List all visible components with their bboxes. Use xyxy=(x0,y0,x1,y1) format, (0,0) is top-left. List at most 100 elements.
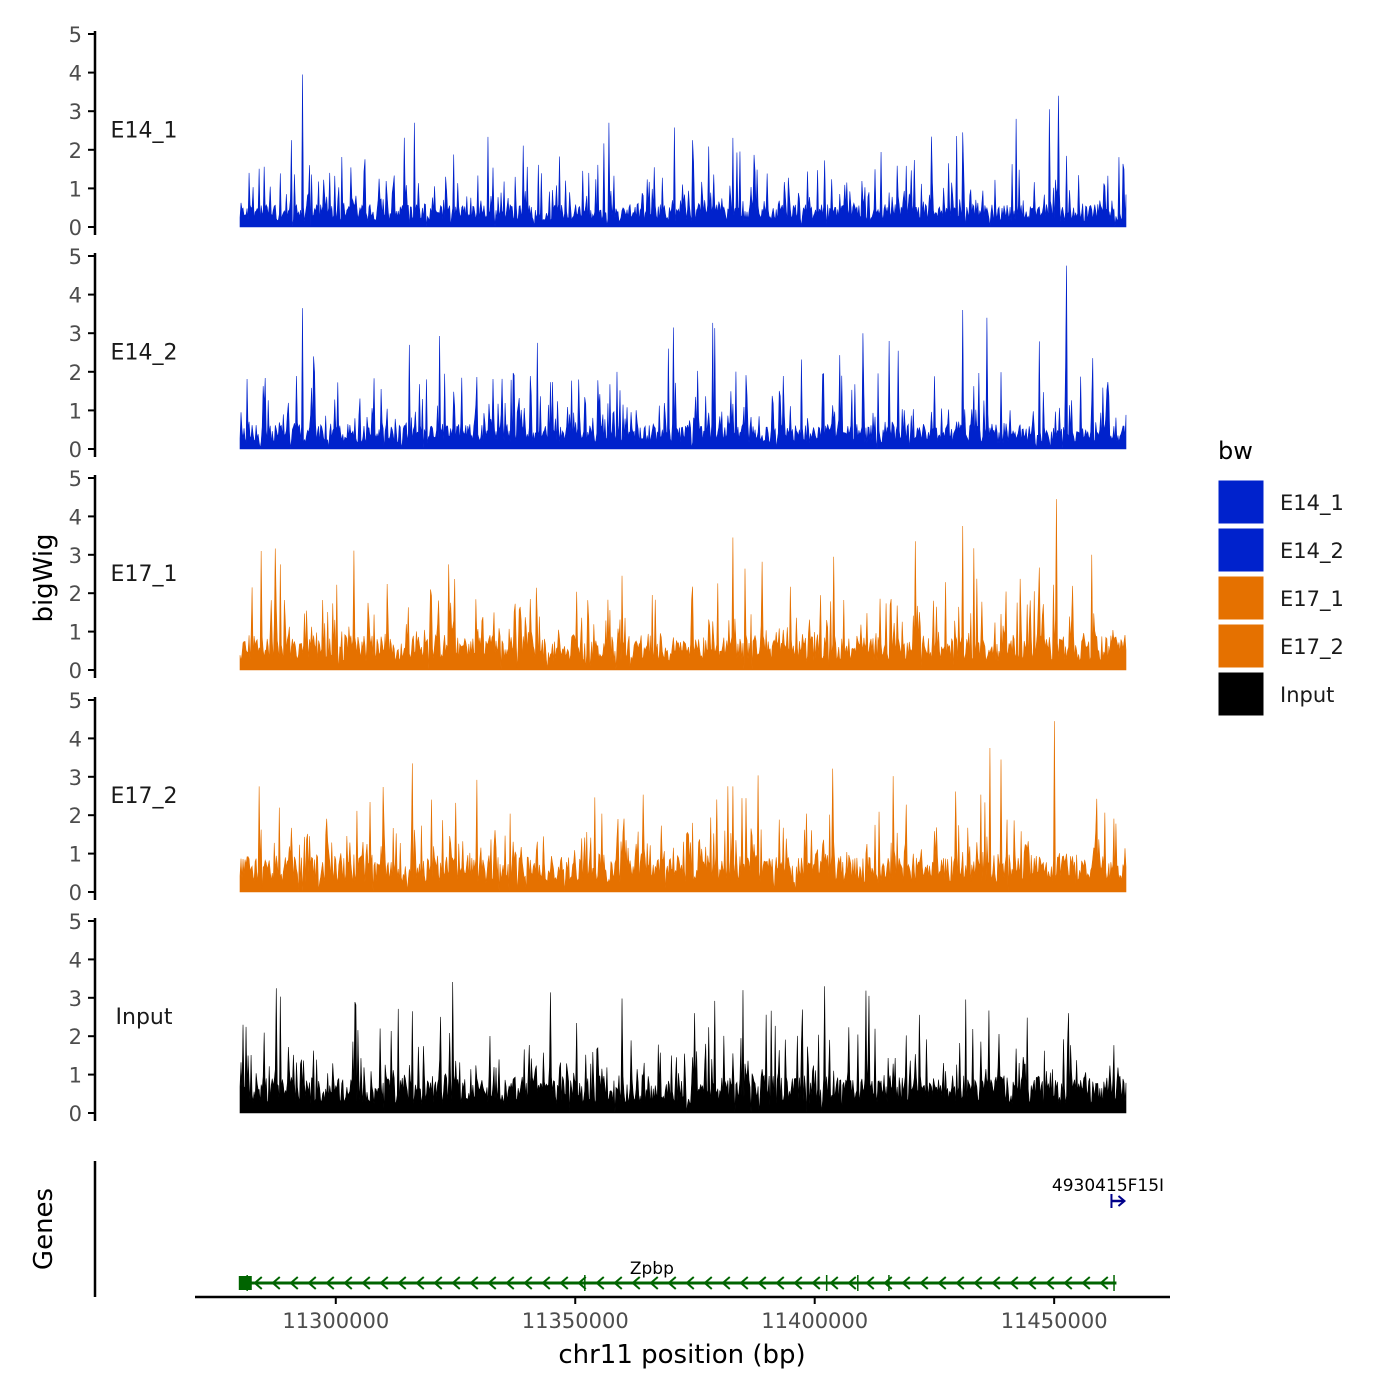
strand-chevron xyxy=(325,1276,335,1290)
strand-chevron xyxy=(811,1276,821,1290)
strand-chevron xyxy=(1045,1276,1055,1290)
strand-chevron xyxy=(1081,1276,1091,1290)
track-E14_1: 0 1 2 3 4 5 E14_1 xyxy=(69,23,1127,240)
y-tick-label: 2 xyxy=(69,804,82,828)
legend-title: bw xyxy=(1218,437,1253,465)
strand-chevron xyxy=(1099,1276,1109,1290)
strand-chevron xyxy=(469,1276,479,1290)
y-tick-label: 2 xyxy=(69,139,82,163)
x-axis-title: chr11 position (bp) xyxy=(558,1340,805,1370)
strand-chevron xyxy=(973,1276,983,1290)
strand-chevron xyxy=(685,1276,695,1290)
legend-swatch xyxy=(1217,575,1265,621)
y-tick-label: 5 xyxy=(69,245,82,269)
gene-label: Zpbp xyxy=(630,1259,674,1279)
x-tick-label: 11450000 xyxy=(1001,1309,1108,1333)
y-tick-label: 5 xyxy=(69,467,82,491)
strand-chevron xyxy=(937,1276,947,1290)
strand-chevron xyxy=(559,1276,569,1290)
track-label: E17_2 xyxy=(111,784,178,809)
strand-chevron xyxy=(595,1276,605,1290)
y-tick-label: 1 xyxy=(69,177,82,201)
genes-panel: Zpbp 4930415F15I xyxy=(93,1161,1164,1297)
y-tick-label: 1 xyxy=(69,1064,82,1088)
y-tick-label: 3 xyxy=(69,766,82,790)
track-E14_2: 0 1 2 3 4 5 E14_2 xyxy=(69,245,1127,462)
strand-chevron xyxy=(577,1276,587,1290)
y-tick-label: 3 xyxy=(69,987,82,1011)
y-tick-label: 4 xyxy=(69,505,82,529)
legend-item-E17_1: E17_1 xyxy=(1217,575,1344,621)
track-E17_1: 0 1 2 3 4 5 E17_1 xyxy=(69,467,1127,683)
strand-chevron xyxy=(523,1276,533,1290)
x-tick-label: 11350000 xyxy=(522,1309,629,1333)
strand-chevron xyxy=(667,1276,677,1290)
y-tick-label: 4 xyxy=(69,62,82,86)
y-tick-label: 0 xyxy=(69,216,82,240)
strand-chevron xyxy=(613,1276,623,1290)
y-tick-label: 1 xyxy=(69,621,82,645)
y-tick-label: 0 xyxy=(69,659,82,683)
y-tick-label: 2 xyxy=(69,1025,82,1049)
strand-chevron xyxy=(1063,1276,1073,1290)
strand-chevron xyxy=(253,1276,263,1290)
legend-item-Input: Input xyxy=(1217,671,1334,717)
legend-label: E17_2 xyxy=(1280,635,1344,660)
y-tick-label: 4 xyxy=(69,948,82,972)
strand-chevron xyxy=(631,1276,641,1290)
track-label: E17_1 xyxy=(111,562,178,587)
strand-chevron xyxy=(955,1276,965,1290)
signal-area-E14_2 xyxy=(239,265,1127,450)
y-axis-title: bigWig xyxy=(29,533,59,622)
y-tick-label: 1 xyxy=(69,843,82,867)
y-tick-label: 3 xyxy=(69,100,82,124)
y-tick-label: 4 xyxy=(69,727,82,751)
strand-chevron xyxy=(1117,1195,1127,1207)
strand-chevron xyxy=(343,1276,353,1290)
y-tick-label: 5 xyxy=(69,910,82,934)
strand-chevron xyxy=(991,1276,1001,1290)
legend-swatch xyxy=(1217,671,1265,717)
y-tick-label: 2 xyxy=(69,582,82,606)
strand-chevron xyxy=(541,1276,551,1290)
y-tick-label: 5 xyxy=(69,23,82,47)
strand-chevron xyxy=(307,1276,317,1290)
legend-item-E14_2: E14_2 xyxy=(1217,527,1344,573)
legend: bw E14_1 E14_2 E17_1 E17_2 Input xyxy=(1217,437,1344,717)
gene-label: 4930415F15I xyxy=(1052,1176,1164,1196)
gene-Zpbp: Zpbp xyxy=(238,1259,1117,1291)
legend-item-E17_2: E17_2 xyxy=(1217,623,1344,669)
signal-area-E14_1 xyxy=(239,74,1127,228)
signal-area-Input xyxy=(239,982,1127,1114)
x-tick-label: 11300000 xyxy=(282,1309,389,1333)
legend-label: E14_1 xyxy=(1280,491,1344,516)
strand-chevron xyxy=(829,1276,839,1290)
strand-chevron xyxy=(703,1276,713,1290)
strand-chevron xyxy=(415,1276,425,1290)
strand-chevron xyxy=(649,1276,659,1290)
legend-item-E14_1: E14_1 xyxy=(1217,479,1344,525)
y-tick-label: 0 xyxy=(69,1102,82,1126)
legend-label: E14_2 xyxy=(1280,539,1344,564)
legend-swatch xyxy=(1217,527,1265,573)
y-tick-label: 5 xyxy=(69,689,82,713)
strand-chevron xyxy=(433,1276,443,1290)
strand-chevron xyxy=(919,1276,929,1290)
signal-area-E17_1 xyxy=(239,499,1127,671)
signal-area-E17_2 xyxy=(239,721,1127,893)
track-E17_2: 0 1 2 3 4 5 E17_2 xyxy=(69,689,1127,905)
track-panels: 0 1 2 3 4 5 E14_1 0 1 2 3 4 5 E14_2 0 1 2 3 4 5 E17_1 0 1 2 3 4 5 E… xyxy=(69,23,1127,1126)
gene-start-box xyxy=(238,1276,252,1290)
y-tick-label: 3 xyxy=(69,322,82,346)
strand-chevron xyxy=(901,1276,911,1290)
strand-chevron xyxy=(451,1276,461,1290)
genes-axis-title: Genes xyxy=(29,1188,59,1270)
strand-chevron xyxy=(757,1276,767,1290)
legend-swatch xyxy=(1217,479,1265,525)
strand-chevron xyxy=(847,1276,857,1290)
strand-chevron xyxy=(775,1276,785,1290)
track-label: Input xyxy=(116,1005,173,1030)
strand-chevron xyxy=(271,1276,281,1290)
strand-chevron xyxy=(793,1276,803,1290)
strand-chevron xyxy=(1027,1276,1037,1290)
